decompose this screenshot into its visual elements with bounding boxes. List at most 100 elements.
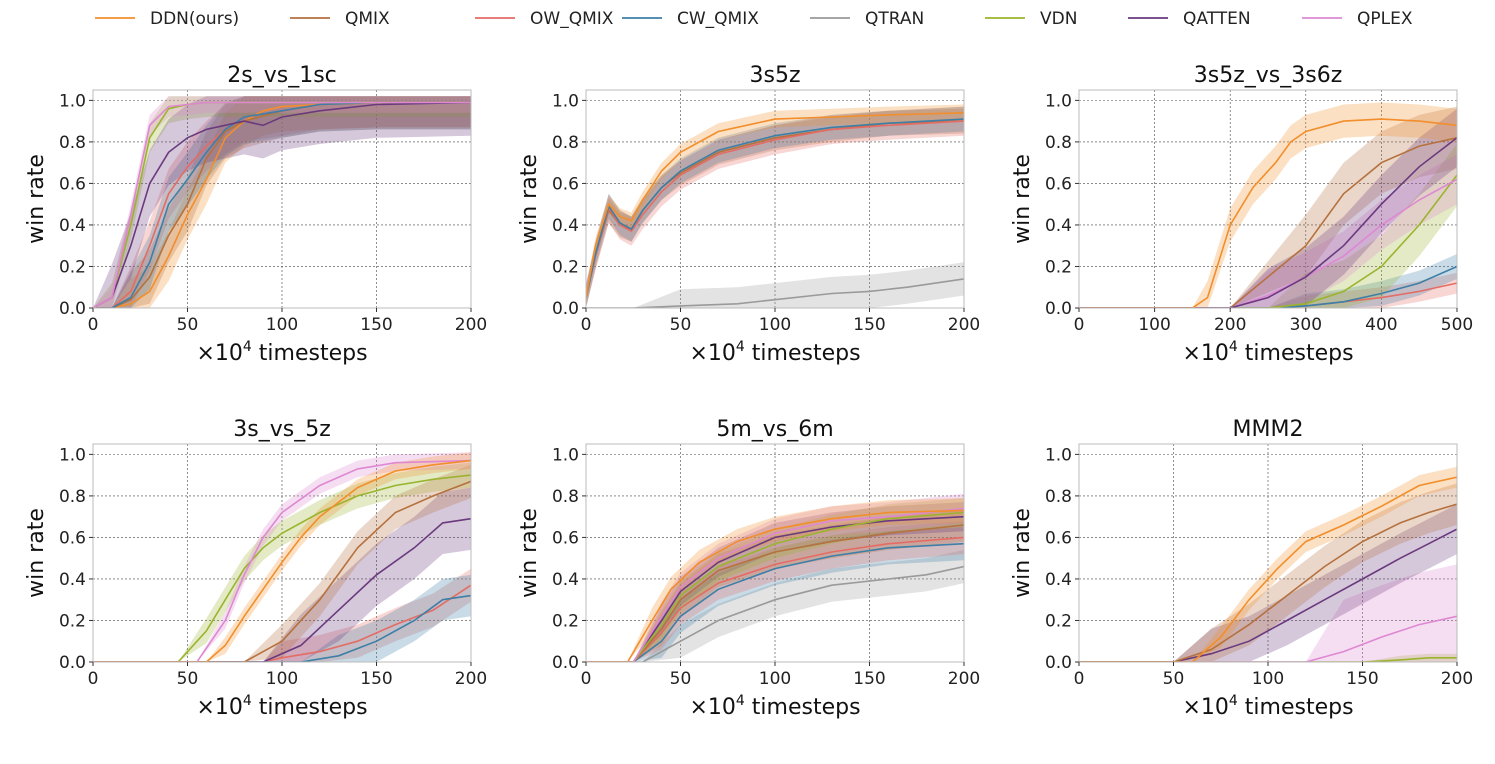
series-line (586, 565, 964, 662)
x-tick-label: 100 (759, 669, 791, 689)
x-tick-label: 200 (455, 669, 487, 689)
y-tick-label: 0.0 (1045, 653, 1072, 673)
y-tick-label: 1.0 (552, 91, 579, 111)
series-band (586, 108, 964, 308)
series-line (586, 278, 964, 308)
x-tick-label: 0 (1074, 315, 1085, 335)
chart-panel: 0 50 100 150 200 0.0 0.2 0.4 0.6 0.8 1.0 3s5z win ra… (517, 63, 980, 366)
legend-label: QMIX (345, 9, 390, 29)
series-band (93, 464, 471, 662)
chart-panel: 0 50 100 150 200 0.0 0.2 0.4 0.6 0.8 1.0 2s_vs_1scw… (24, 63, 487, 366)
x-axis-label-exponent: 4 (1229, 339, 1238, 355)
series-line (586, 536, 964, 662)
series-line (93, 101, 471, 308)
y-axis-label: win rate (24, 154, 49, 244)
series-line (93, 480, 471, 662)
chart-title: MMM2 (1233, 417, 1304, 442)
x-axis-label-rest: timesteps (252, 341, 368, 366)
series-band (586, 527, 964, 662)
x-tick-label: 100 (266, 669, 298, 689)
series-band (586, 520, 964, 662)
y-tick-label: 0.8 (1045, 133, 1072, 153)
plot-area (586, 104, 964, 308)
y-tick-label: 0.0 (1045, 299, 1072, 319)
legend-item: VDN (985, 9, 1077, 29)
y-tick-label: 0.2 (552, 257, 579, 277)
y-tick-label: 0.4 (552, 216, 579, 236)
x-axis-label-rest: timesteps (745, 341, 861, 366)
series-band (586, 106, 964, 308)
y-tick-label: 0.8 (59, 133, 86, 153)
x-tick-label: 50 (1163, 669, 1185, 689)
series-band (586, 104, 964, 306)
series-line (93, 101, 471, 308)
x-tick-label: 200 (455, 315, 487, 335)
series-band (586, 498, 964, 662)
y-tick-label: 0.8 (1045, 487, 1072, 507)
plot-area (93, 452, 471, 662)
y-tick-label: 0.2 (552, 611, 579, 631)
series-line (93, 459, 471, 662)
series-band (1079, 653, 1457, 662)
series-band (1079, 564, 1457, 662)
y-tick-label: 1.0 (1045, 91, 1072, 111)
x-tick-label: 0 (581, 315, 592, 335)
x-tick-label: 50 (177, 669, 199, 689)
x-axis-label-base: ×10 (196, 695, 242, 720)
plot-area (1079, 102, 1457, 308)
x-tick-label: 50 (670, 669, 692, 689)
x-tick-label: 400 (1365, 315, 1397, 335)
x-axis-label-exponent: 4 (243, 693, 252, 709)
y-tick-label: 0.8 (59, 487, 86, 507)
x-tick-label: 500 (1441, 315, 1473, 335)
x-tick-label: 200 (1214, 315, 1246, 335)
series-band (586, 549, 964, 662)
y-tick-label: 0.6 (552, 528, 579, 548)
series-band (586, 498, 964, 662)
y-tick-label: 0.4 (1045, 216, 1072, 236)
x-axis-label: ×104 timesteps (689, 339, 860, 366)
series-line (1079, 503, 1457, 662)
y-tick-label: 0.4 (59, 216, 86, 236)
series-band (93, 452, 471, 662)
series-line (1079, 657, 1457, 662)
y-tick-label: 1.0 (59, 445, 86, 465)
chart-panel: 0 50 100 150 200 0.0 0.2 0.4 0.6 0.8 1.0 MMM2 win ra… (1010, 417, 1473, 720)
x-axis-label-rest: timesteps (1238, 341, 1354, 366)
x-tick-label: 100 (759, 315, 791, 335)
y-tick-label: 0.4 (552, 570, 579, 590)
x-axis-label-rest: timesteps (252, 695, 368, 720)
series-line (1079, 615, 1457, 662)
y-tick-label: 0.0 (59, 299, 86, 319)
series-band (1079, 108, 1457, 308)
y-tick-label: 0.8 (552, 487, 579, 507)
chart-panel: 0 50 100 150 200 0.0 0.2 0.4 0.6 0.8 1.0 5m_vs_6mwi… (517, 417, 980, 720)
series-line (93, 517, 471, 662)
series-line (1079, 137, 1457, 308)
legend-item: QMIX (290, 9, 390, 29)
series-line (586, 542, 964, 662)
legend-label: QPLEX (1357, 9, 1413, 29)
series-band (93, 462, 471, 662)
chart-title: 5m_vs_6m (716, 417, 833, 442)
legend-item: QTRAN (810, 9, 924, 29)
y-tick-label: 0.2 (59, 257, 86, 277)
x-axis-label-exponent: 4 (736, 339, 745, 355)
chart-title: 3s5z_vs_3s6z (1194, 63, 1343, 88)
y-tick-label: 0.0 (59, 653, 86, 673)
x-tick-label: 0 (1074, 669, 1085, 689)
series-band (1079, 254, 1457, 308)
y-tick-label: 0.6 (552, 174, 579, 194)
y-tick-label: 0.2 (1045, 257, 1072, 277)
plot-area (1079, 466, 1457, 662)
legend-label: QTRAN (865, 9, 924, 29)
x-tick-label: 50 (177, 315, 199, 335)
y-axis-label: win rate (517, 154, 542, 244)
y-tick-label: 0.6 (1045, 174, 1072, 194)
series-band (93, 568, 471, 662)
x-axis-label: ×104 timesteps (1182, 693, 1353, 720)
series-line (93, 474, 471, 662)
y-tick-label: 0.0 (552, 653, 579, 673)
legend-label: CW_QMIX (677, 9, 759, 29)
